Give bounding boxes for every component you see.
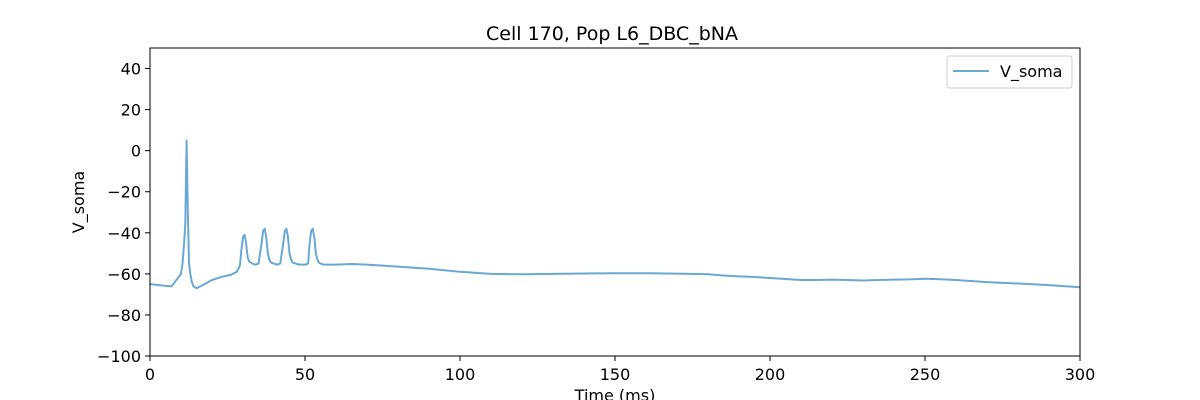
- y-tick-label: 0: [131, 142, 141, 161]
- y-tick-label: −80: [107, 306, 141, 325]
- x-tick-label: 300: [1065, 365, 1096, 384]
- x-tick-label: 0: [145, 365, 155, 384]
- y-tick-label: 20: [121, 101, 141, 120]
- x-tick-label: 250: [910, 365, 941, 384]
- y-axis: −100 −80 −60 −40 −20 0 20 40: [97, 60, 150, 366]
- x-axis: 0 50 100 150 200 250 300: [145, 356, 1095, 384]
- x-axis-label: Time (ms): [574, 386, 656, 400]
- x-tick-label: 50: [295, 365, 315, 384]
- legend-box: [946, 55, 1073, 89]
- plot-frame: [149, 47, 1081, 357]
- x-tick-label: 100: [445, 365, 476, 384]
- y-tick-label: −60: [107, 265, 141, 284]
- y-tick-label: −100: [97, 347, 141, 366]
- x-tick-label: 150: [600, 365, 631, 384]
- x-tick-label: 200: [755, 365, 786, 384]
- series-line-v-soma: [149, 139, 1081, 290]
- series-group: [149, 139, 1081, 290]
- chart-title: Cell 170, Pop L6_DBC_bNA: [486, 23, 738, 45]
- y-axis-label: V_soma: [69, 171, 89, 233]
- y-tick-label: 40: [121, 60, 141, 79]
- y-tick-label: −20: [107, 183, 141, 202]
- y-tick-label: −40: [107, 224, 141, 243]
- legend: V_soma: [946, 55, 1073, 89]
- legend-entry-v-soma: V_soma: [1000, 62, 1062, 82]
